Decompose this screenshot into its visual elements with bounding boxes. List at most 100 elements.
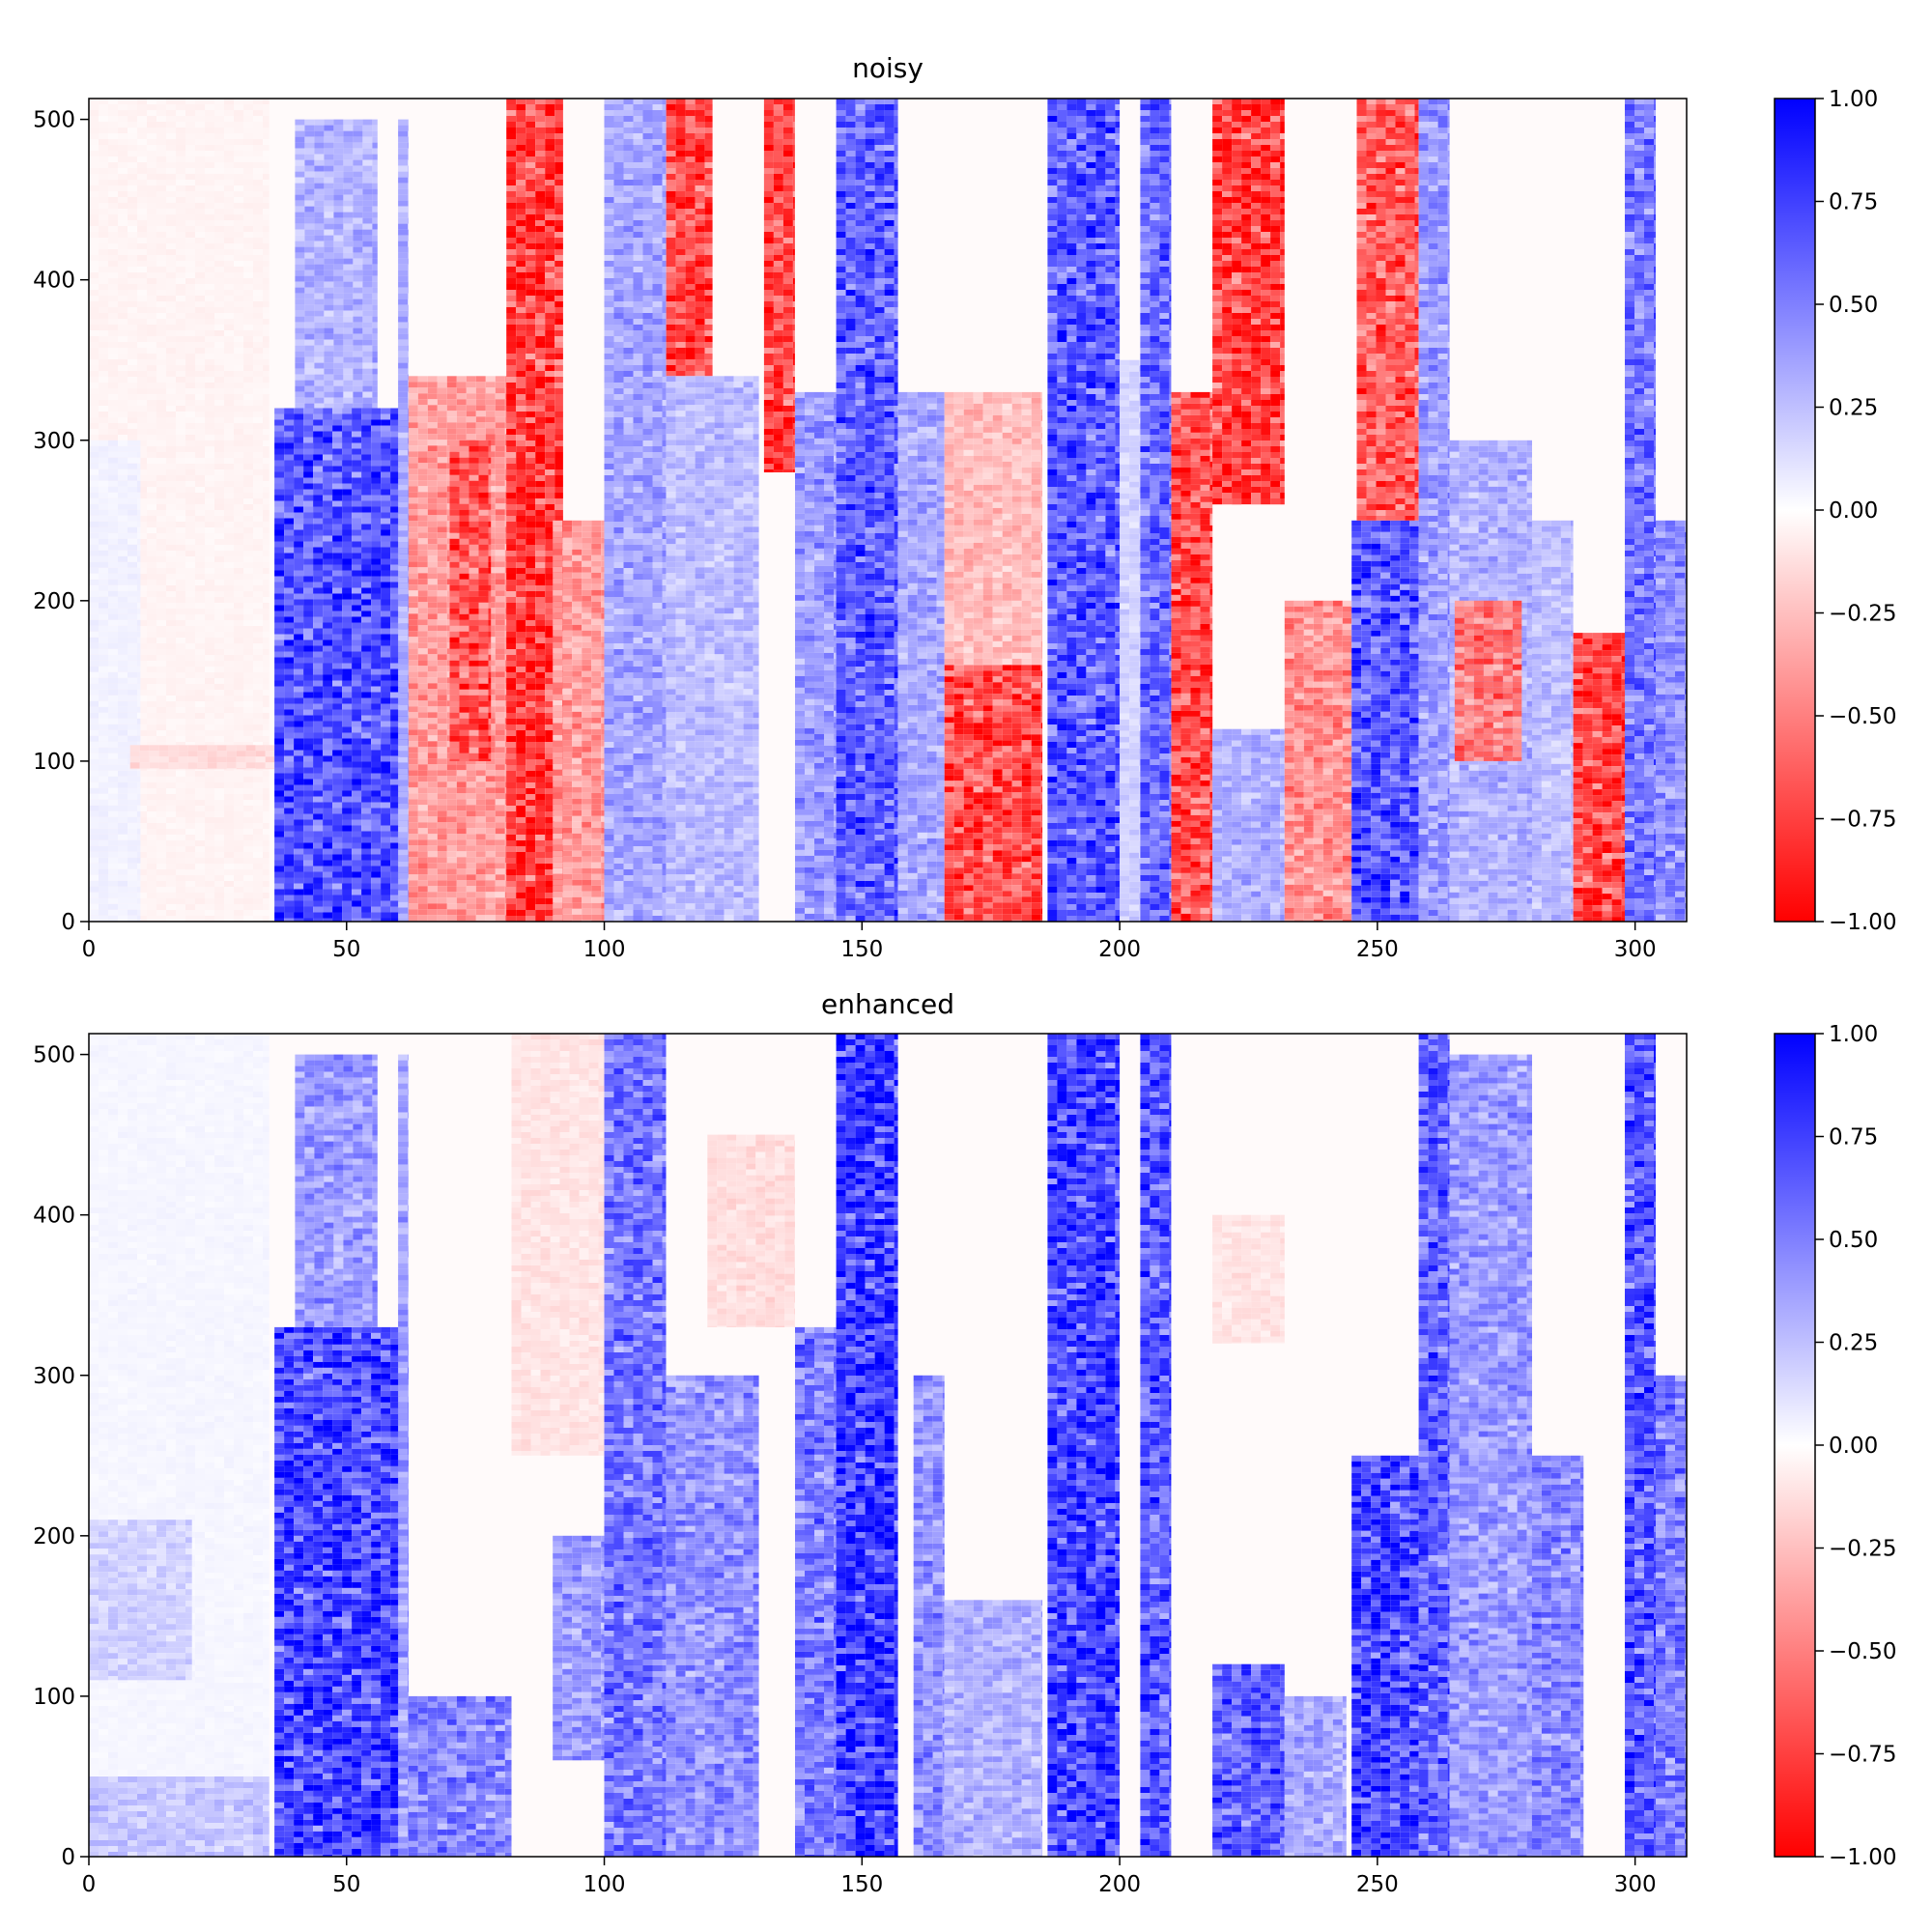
heatmap-cell — [147, 719, 156, 724]
heatmap-cell — [294, 686, 304, 693]
heatmap-cell — [234, 388, 243, 394]
heatmap-cell — [324, 246, 334, 253]
heatmap-cell — [274, 831, 285, 838]
heatmap-cell — [214, 916, 224, 922]
heatmap-cell — [372, 252, 378, 259]
heatmap-cell — [234, 220, 243, 226]
heatmap-cell — [372, 258, 378, 265]
heatmap-cell — [303, 831, 314, 838]
heatmap-cell — [89, 440, 99, 446]
heatmap-cell — [99, 232, 108, 238]
heatmap-cell — [214, 811, 224, 817]
heatmap-cell — [156, 869, 166, 875]
heatmap-cell — [274, 413, 285, 420]
heatmap-cell — [234, 429, 243, 435]
heatmap-cell — [313, 541, 324, 548]
heatmap-cell — [176, 846, 185, 852]
heatmap-cell — [390, 692, 401, 698]
heatmap-cell — [352, 558, 362, 565]
heatmap-cell — [108, 307, 118, 313]
heatmap-cell — [263, 272, 270, 278]
heatmap-cell — [108, 116, 118, 122]
heatmap-cell — [214, 522, 224, 527]
heatmap-cell — [234, 440, 243, 446]
heatmap-cell — [118, 110, 128, 116]
heatmap-cell — [137, 584, 141, 591]
heatmap-cell — [108, 110, 118, 116]
heatmap-cell — [294, 500, 304, 507]
heatmap-cell — [224, 307, 234, 313]
heatmap-cell — [342, 750, 353, 756]
heatmap-cell — [166, 191, 176, 197]
heatmap-cell — [234, 296, 243, 301]
heatmap-cell — [195, 133, 205, 139]
heatmap-cell — [313, 848, 324, 855]
heatmap-cell — [224, 800, 234, 806]
heatmap-cell — [205, 214, 214, 220]
heatmap-cell — [343, 351, 354, 357]
heatmap-cell — [195, 881, 205, 887]
heatmap-cell — [234, 568, 243, 574]
heatmap-cell — [263, 846, 270, 852]
heatmap-band — [274, 408, 409, 922]
heatmap-cell — [137, 806, 147, 811]
heatmap-cell — [313, 564, 324, 571]
heatmap-cell — [108, 220, 118, 226]
heatmap-cell — [195, 527, 205, 533]
heatmap-cell — [362, 148, 373, 155]
heatmap-cell — [294, 825, 304, 832]
heatmap-cell — [361, 912, 372, 919]
heatmap-cell — [353, 206, 363, 213]
heatmap-cell — [243, 638, 253, 643]
heatmap-cell — [352, 506, 362, 513]
heatmap-cell — [156, 325, 166, 330]
heatmap-cell — [176, 516, 185, 522]
heatmap-cell — [243, 591, 253, 597]
heatmap-cell — [128, 313, 137, 319]
heatmap-cell — [352, 854, 362, 861]
heatmap-cell — [118, 747, 128, 753]
heatmap-cell — [243, 620, 253, 626]
heatmap-cell — [99, 799, 108, 806]
heatmap-cell — [147, 527, 156, 533]
heatmap-cell — [343, 235, 354, 242]
heatmap-cell — [176, 777, 185, 782]
heatmap-cell — [243, 423, 253, 429]
heatmap-cell — [304, 304, 315, 311]
heatmap-cell — [381, 668, 391, 675]
heatmap-cell — [263, 533, 270, 539]
heatmap-cell — [324, 188, 334, 195]
heatmap-cell — [303, 466, 314, 472]
heatmap-cell — [147, 580, 156, 585]
heatmap-cell — [362, 188, 373, 195]
heatmap-cell — [263, 585, 270, 591]
heatmap-cell — [362, 165, 373, 172]
heatmap-cell — [234, 817, 243, 823]
heatmap-cell — [108, 463, 118, 469]
heatmap-cell — [156, 388, 166, 394]
heatmap-cell — [118, 706, 128, 713]
heatmap-cell — [147, 655, 156, 661]
heatmap-cell — [234, 452, 243, 458]
heatmap-cell — [284, 599, 295, 606]
heatmap-cell — [137, 869, 147, 875]
heatmap-cell — [332, 842, 343, 849]
heatmap-cell — [314, 270, 325, 276]
heatmap-cell — [243, 609, 253, 614]
heatmap-cell — [176, 464, 185, 469]
heatmap-cell — [224, 533, 234, 539]
heatmap-cell — [185, 446, 195, 452]
heatmap-cell — [166, 99, 176, 104]
heatmap-cell — [166, 539, 176, 545]
heatmap-cell — [323, 489, 333, 496]
heatmap-cell — [295, 316, 305, 323]
heatmap-cell — [185, 301, 195, 307]
heatmap-cell — [353, 397, 363, 404]
heatmap-cell — [263, 383, 270, 388]
heatmap-cell — [176, 330, 185, 336]
heatmap-cell — [99, 371, 108, 377]
heatmap-cell — [243, 487, 253, 493]
heatmap-cell — [137, 898, 147, 904]
heatmap-cell — [156, 249, 166, 255]
heatmap-cell — [89, 538, 99, 545]
